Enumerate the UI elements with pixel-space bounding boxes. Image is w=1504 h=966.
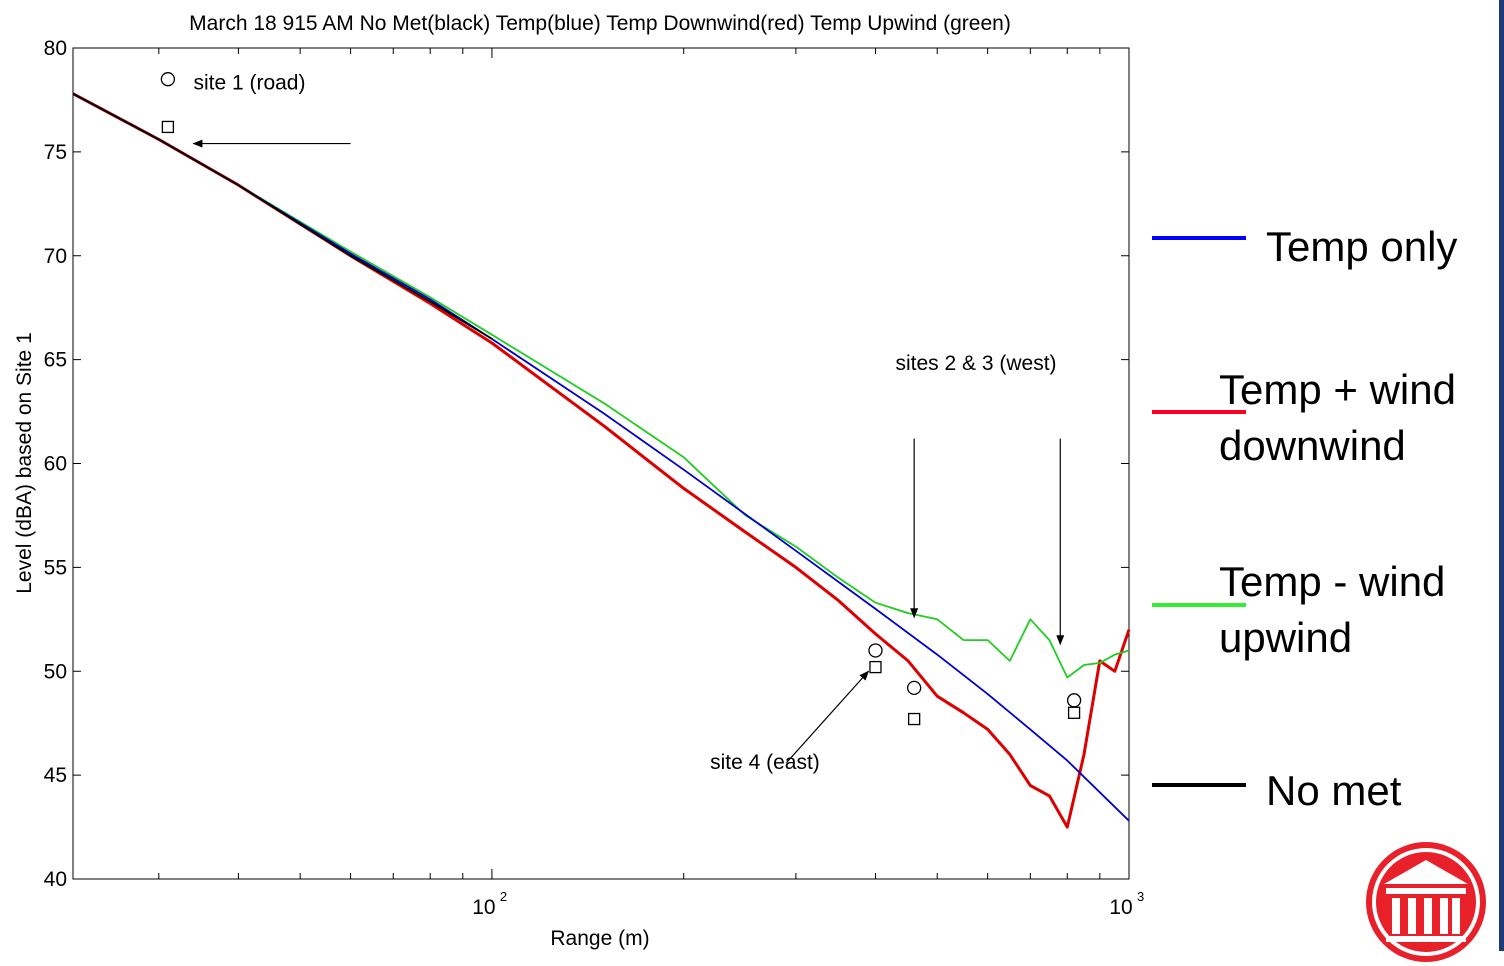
legend-label-temp-only: Temp only bbox=[1266, 223, 1458, 270]
building-logo-icon bbox=[1366, 842, 1486, 962]
legend-line-temp-only bbox=[1152, 236, 1246, 240]
y-tick-label: 50 bbox=[44, 660, 67, 683]
series-line-temp-blue bbox=[72, 92, 1130, 822]
y-tick-label: 40 bbox=[44, 868, 67, 891]
series-line-temp-upwind-green bbox=[72, 92, 1130, 679]
square-marker bbox=[908, 712, 921, 726]
legend-label-no-met: No met bbox=[1266, 767, 1402, 814]
legend-label-temp-wind-downwind: Temp + wind bbox=[1219, 366, 1456, 413]
legend-line-no-met bbox=[1152, 783, 1246, 787]
x-tick-label: 10 bbox=[472, 896, 495, 919]
y-tick-label: 60 bbox=[44, 453, 67, 476]
y-tick-label: 80 bbox=[44, 37, 67, 60]
x-tick-label-exponent: 2 bbox=[500, 889, 507, 904]
circle-marker bbox=[868, 643, 883, 658]
annotation-arrow bbox=[786, 670, 870, 764]
legend-line-temp-wind-downwind bbox=[1152, 410, 1246, 414]
annotation-layer: site 1 (road) sites 2 & 3 (west) site 4 (e… bbox=[192, 72, 1065, 774]
annotation-label: site 4 (east) bbox=[710, 751, 820, 774]
square-marker bbox=[1067, 706, 1081, 719]
axes-box bbox=[72, 47, 1130, 880]
annotation-label: sites 2 & 3 (west) bbox=[895, 352, 1056, 375]
y-tick-label: 65 bbox=[44, 349, 67, 372]
x-tick-label-exponent: 3 bbox=[1137, 889, 1144, 904]
y-tick-label: 75 bbox=[44, 141, 67, 164]
legend-label-upwind: upwind bbox=[1219, 614, 1353, 661]
square-marker bbox=[869, 660, 882, 674]
x-axis-label: Range (m) bbox=[550, 927, 649, 950]
circle-marker bbox=[907, 680, 922, 696]
circle-marker bbox=[1066, 693, 1082, 708]
y-tick-label: 70 bbox=[44, 245, 67, 268]
series-line-temp-downwind-red bbox=[72, 92, 1131, 829]
series-layer bbox=[72, 92, 1131, 829]
chart-title: March 18 915 AM No Met(black) Temp(blue)… bbox=[189, 12, 1011, 35]
series-line-no-met-black bbox=[72, 92, 493, 340]
plot-area bbox=[72, 47, 1130, 880]
circle-marker bbox=[160, 72, 176, 87]
legend-label-downwind: downwind bbox=[1219, 422, 1406, 469]
y-axis: 40 45 50 55 60 65 70 75 80 bbox=[44, 37, 1129, 891]
slide-edge-bar bbox=[1499, 0, 1504, 951]
y-axis-label: Level (dBA) based on Site 1 bbox=[13, 332, 36, 594]
legend-line-temp-wind-upwind bbox=[1152, 603, 1246, 607]
legend-label-temp-wind-upwind: Temp - wind bbox=[1219, 558, 1446, 605]
x-tick-label: 10 bbox=[1109, 896, 1132, 919]
y-tick-label: 55 bbox=[44, 556, 67, 579]
y-tick-label: 45 bbox=[44, 764, 67, 787]
square-marker bbox=[161, 120, 175, 134]
annotation-label: site 1 (road) bbox=[193, 72, 305, 95]
marker-layer bbox=[160, 72, 1082, 726]
x-axis: 10 2 10 3 bbox=[158, 48, 1144, 919]
